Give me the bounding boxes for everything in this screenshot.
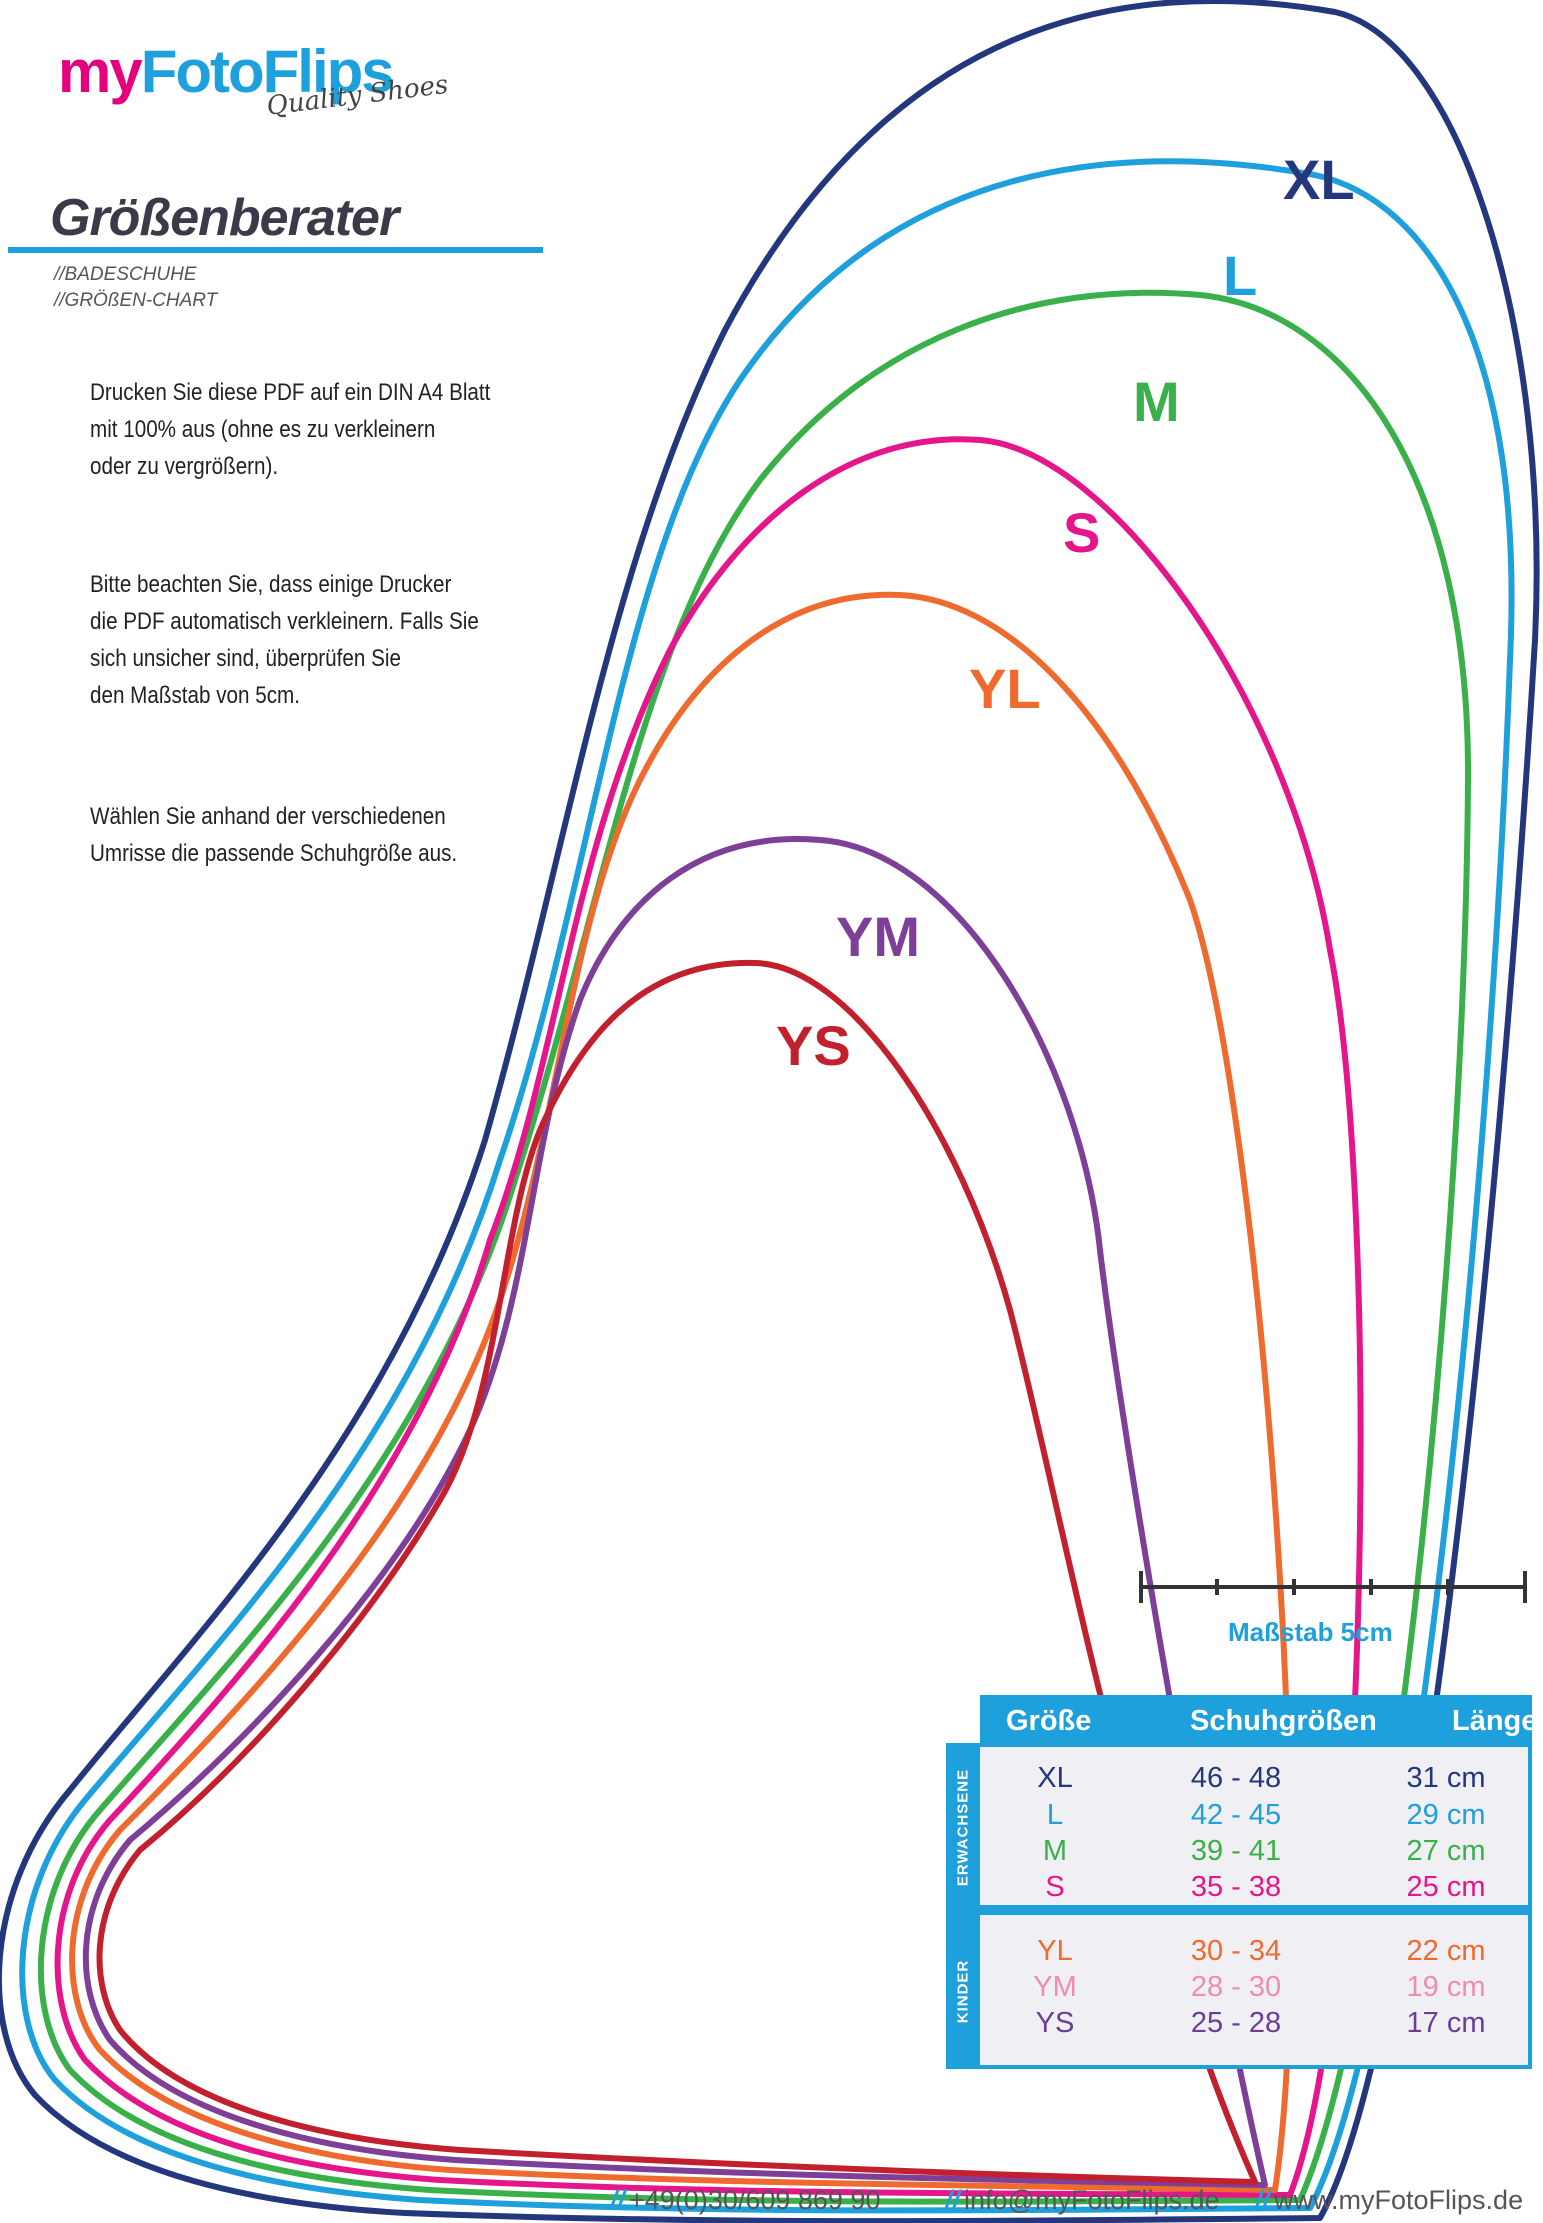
page-title: Größenberater xyxy=(50,189,399,247)
table-row: M 39 - 41 27 cm xyxy=(946,1835,1532,1871)
cell-length: 22 cm xyxy=(1406,1935,1486,1967)
table-row: YL 30 - 34 22 cm xyxy=(946,1935,1532,1971)
outline-label-l: L xyxy=(1223,244,1258,307)
footer-website[interactable]: //www.myFotoFlips.de xyxy=(1255,2185,1523,2216)
outline-label-ym: YM xyxy=(836,905,920,968)
outline-ys xyxy=(96,959,1258,2185)
instruction-line: sich unsicher sind, überprüfen Sie xyxy=(90,645,401,672)
outline-label-xl: XL xyxy=(1283,148,1355,211)
instruction-line: mit 100% aus (ohne es zu verkleinern xyxy=(90,416,436,443)
cell-shoe: 39 - 41 xyxy=(1190,1835,1282,1867)
cell-shoe: 46 - 48 xyxy=(1190,1762,1282,1794)
table-row: L 42 - 45 29 cm xyxy=(946,1799,1532,1835)
instruction-line: oder zu vergrößern). xyxy=(90,453,279,480)
cell-length: 19 cm xyxy=(1406,1971,1486,2003)
brand-logo: myFotoFlips xyxy=(58,42,395,102)
cell-shoe: 30 - 34 xyxy=(1190,1935,1282,1967)
cell-size: YS xyxy=(1035,2007,1075,2039)
instruction-line: Bitte beachten Sie, dass einige Drucker xyxy=(90,571,452,598)
cell-shoe: 35 - 38 xyxy=(1190,1871,1282,1903)
subtitle-groessen-chart: //GRÖßEN-CHART xyxy=(54,290,218,311)
cell-length: 29 cm xyxy=(1406,1799,1486,1831)
subtitle-badeschuhe: //BADESCHUHE xyxy=(54,264,197,285)
slash-icon: // xyxy=(1255,2185,1271,2215)
outline-label-yl: YL xyxy=(969,657,1041,720)
table-row: S 35 - 38 25 cm xyxy=(946,1871,1532,1907)
slash-icon: // xyxy=(610,2185,626,2215)
outline-label-ys: YS xyxy=(776,1014,851,1077)
outline-label-m: M xyxy=(1133,370,1180,433)
cell-size: YM xyxy=(1033,1971,1077,2003)
header-laenge: Länge xyxy=(1452,1705,1538,1737)
cell-size: YL xyxy=(1037,1935,1073,1967)
header-groesse: Größe xyxy=(1006,1705,1092,1737)
instruction-print: Drucken Sie diese PDF auf ein DIN A4 Bla… xyxy=(90,374,503,485)
footer-email[interactable]: //info@myFotoFlips.de xyxy=(945,2185,1220,2216)
table-row: YS 25 - 28 17 cm xyxy=(946,2007,1532,2043)
outline-s xyxy=(54,436,1364,2198)
header-schuhgroessen: Schuhgrößen xyxy=(1190,1705,1377,1737)
cell-size: L xyxy=(1046,1799,1064,1831)
scale-bar xyxy=(1139,1571,1527,1603)
cell-shoe: 25 - 28 xyxy=(1190,2007,1282,2039)
table-header: Größe Schuhgrößen Länge xyxy=(980,1695,1537,1743)
group-adults-panel xyxy=(980,1747,1528,1905)
logo-my: my xyxy=(58,38,143,105)
cell-size: M xyxy=(1042,1835,1068,1867)
title-underline xyxy=(8,247,543,253)
outline-label-s: S xyxy=(1063,501,1101,564)
outline-l xyxy=(19,158,1515,2214)
instruction-line: Wählen Sie anhand der verschiedenen xyxy=(90,803,446,830)
instruction-line: Umrisse die passende Schuhgröße aus. xyxy=(90,840,458,867)
slash-icon: // xyxy=(945,2185,961,2215)
footer-phone: //+49(0)30/609 869 90 xyxy=(610,2185,880,2216)
outline-ym xyxy=(82,836,1268,2188)
instruction-choose: Wählen Sie anhand der verschiedenen Umri… xyxy=(90,798,503,872)
logo-fotoflips: FotoFlips xyxy=(140,38,395,105)
phone-text: +49(0)30/609 869 90 xyxy=(629,2185,881,2215)
email-text: info@myFotoFlips.de xyxy=(964,2185,1220,2215)
scale-label: Maßstab 5cm xyxy=(1228,1617,1393,1647)
table-row: YM 28 - 30 19 cm xyxy=(946,1971,1532,2007)
size-table: Größe Schuhgrößen Länge ERWACHSENE KINDE… xyxy=(946,1695,1537,2069)
cell-length: 31 cm xyxy=(1406,1762,1486,1794)
cell-length: 25 cm xyxy=(1406,1871,1486,1903)
cell-length: 17 cm xyxy=(1406,2007,1486,2039)
cell-size: S xyxy=(1045,1871,1065,1903)
cell-shoe: 42 - 45 xyxy=(1190,1799,1282,1831)
cell-size: XL xyxy=(1037,1762,1073,1794)
table-body: ERWACHSENE KINDER xyxy=(946,1743,1532,2069)
group-kids-panel xyxy=(980,1915,1528,2065)
cell-length: 27 cm xyxy=(1406,1835,1486,1867)
cell-shoe: 28 - 30 xyxy=(1190,1971,1282,2003)
instruction-line: Drucken Sie diese PDF auf ein DIN A4 Bla… xyxy=(90,379,491,406)
table-row: XL 46 - 48 31 cm xyxy=(946,1762,1532,1798)
instruction-printer-warning: Bitte beachten Sie, dass einige Drucker … xyxy=(90,566,503,714)
outline-yl xyxy=(69,591,1294,2193)
instruction-line: die PDF automatisch verkleinern. Falls S… xyxy=(90,608,479,635)
instruction-line: den Maßstab von 5cm. xyxy=(90,682,300,709)
website-text: www.myFotoFlips.de xyxy=(1274,2185,1524,2215)
